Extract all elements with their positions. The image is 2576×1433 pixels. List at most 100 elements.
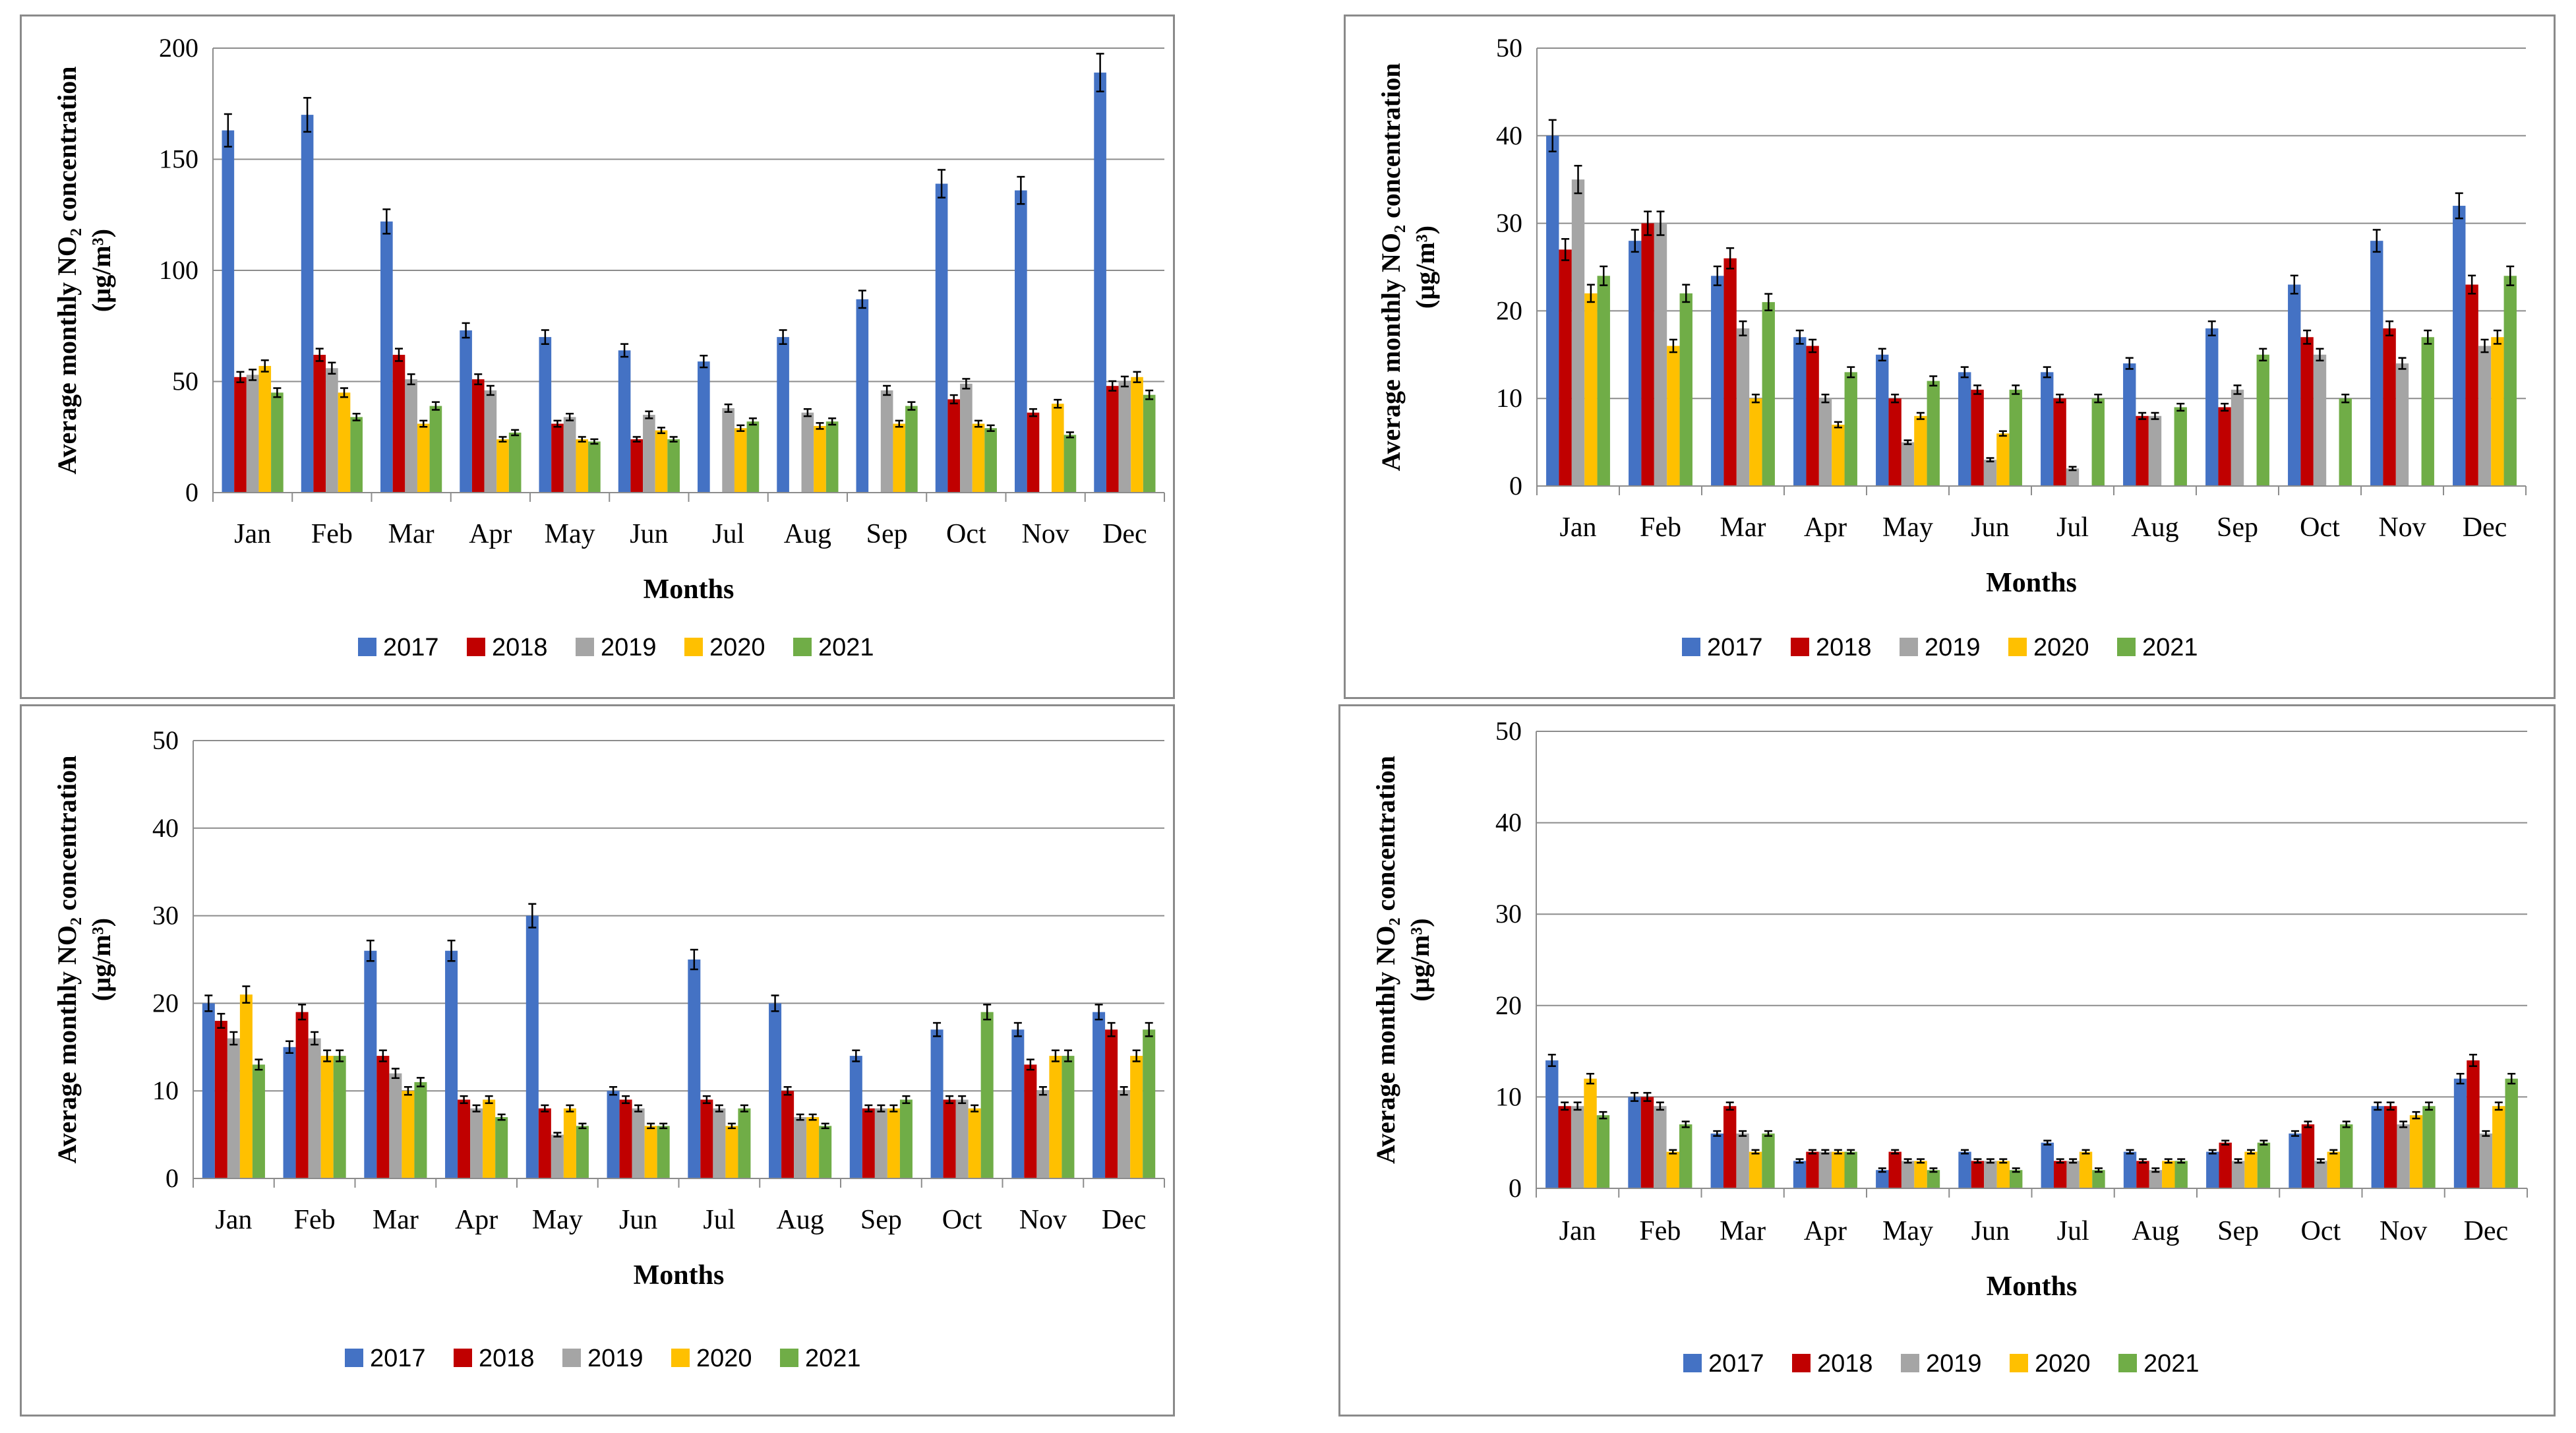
error-bar <box>1599 1111 1607 1120</box>
error-bar <box>1986 457 1994 463</box>
error-bar <box>2164 1158 2172 1164</box>
y-tick-label: 10 <box>1496 383 1522 413</box>
error-bar <box>2291 1130 2300 1137</box>
x-axis-title: Months <box>644 574 734 605</box>
error-bar <box>2138 1158 2147 1164</box>
bar-2021-aug <box>819 1126 832 1178</box>
bar-2020-oct <box>968 1108 981 1178</box>
bar-2019-jan <box>1571 179 1585 486</box>
error-bar <box>1998 430 2007 437</box>
error-bar <box>298 1004 307 1021</box>
bar-2017-mar <box>1710 1133 1724 1188</box>
error-bar <box>1656 210 1665 236</box>
bar-2020-nov <box>1049 1056 1062 1178</box>
x-tick-label: May <box>532 1205 583 1235</box>
bar-2018-apr <box>1806 1151 1819 1188</box>
error-bar <box>1795 329 1804 345</box>
legend-label-2018: 2018 <box>492 634 548 661</box>
bar-2020-jan <box>1584 293 1598 486</box>
bar-2019-oct <box>960 383 973 493</box>
error-bar <box>1751 1149 1760 1155</box>
error-bar <box>528 903 537 929</box>
bar-2020-feb <box>338 392 351 493</box>
x-tick-label: Aug <box>776 1205 824 1235</box>
error-bar <box>1960 366 1969 379</box>
bar-2018-sep <box>2219 1142 2232 1188</box>
error-bar <box>553 419 562 428</box>
bar-2020-jul <box>725 1126 738 1178</box>
y-tick-label: 20 <box>1495 991 1522 1020</box>
x-tick-label: Feb <box>1639 1216 1681 1246</box>
bar-2021-may <box>588 441 601 493</box>
error-bar <box>634 1104 643 1113</box>
bar-2017-apr <box>1793 1161 1807 1188</box>
legend-label-2017: 2017 <box>383 634 439 661</box>
error-bar <box>2482 1130 2490 1137</box>
error-bar <box>511 429 520 437</box>
bar-2019-jun <box>632 1108 645 1178</box>
bar-2020-jan <box>239 994 253 1178</box>
bar-2019-jan <box>1571 1106 1584 1188</box>
error-bar <box>1094 1004 1103 1021</box>
error-bar <box>1029 408 1037 417</box>
legend-label-2021: 2021 <box>805 1345 861 1372</box>
error-bar <box>1643 1091 1652 1102</box>
bar-2019-jul <box>722 408 734 493</box>
bar-2018-nov <box>2383 328 2396 486</box>
error-bar <box>1808 1149 1816 1155</box>
legend-swatch-2018 <box>1792 1354 1811 1372</box>
bar-2018-jan <box>234 377 247 493</box>
error-bar <box>647 1122 655 1130</box>
error-bar <box>864 1104 873 1113</box>
bar-2019-feb <box>308 1038 321 1178</box>
bar-2021-sep <box>905 406 918 493</box>
y-axis-unit: (µg/m³) <box>86 918 116 1001</box>
bar-2021-sep <box>2257 1142 2271 1188</box>
bar-2021-aug <box>2174 1161 2188 1188</box>
error-bar <box>498 436 507 443</box>
error-bar <box>700 354 708 369</box>
bar-2020-feb <box>320 1056 334 1178</box>
x-tick-label: Jul <box>703 1205 735 1235</box>
error-bar <box>1051 1049 1060 1062</box>
error-bar <box>1145 1021 1153 1037</box>
bar-2020-jun <box>1996 1161 2010 1188</box>
error-bar <box>447 939 456 962</box>
error-bar <box>1916 412 1925 420</box>
bar-2020-oct <box>972 423 985 493</box>
bar-2017-feb <box>301 115 314 493</box>
bar-2020-mar <box>417 423 430 493</box>
error-bar <box>2386 1101 2395 1111</box>
y-tick-label: 0 <box>1509 1173 1522 1203</box>
bar-2019-apr <box>470 1108 483 1178</box>
bar-2020-apr <box>1832 425 1845 486</box>
error-bar <box>1973 1158 1982 1164</box>
bar-2021-jul <box>746 421 760 493</box>
error-bar <box>1999 1158 2008 1164</box>
bar-2021-sep <box>2256 354 2269 486</box>
error-bar <box>1038 1085 1047 1096</box>
error-bar <box>1600 265 1608 286</box>
bar-2020-aug <box>2162 1161 2175 1188</box>
bar-2018-apr <box>471 379 485 493</box>
error-bar <box>2374 1101 2382 1111</box>
y-tick-label: 40 <box>152 813 179 843</box>
y-tick-label: 30 <box>1495 899 1522 929</box>
bar-2018-aug <box>2136 1161 2149 1188</box>
y-tick-label: 0 <box>1509 471 1522 501</box>
bar-2021-may <box>576 1126 589 1178</box>
chart-panel-bottom-left: 0 10 20 30 40 50 Jan Feb Mar Apr May Jun Jul Aug Sep Oc… <box>20 704 1175 1417</box>
bar-2018-dec <box>2465 284 2478 486</box>
bar-2017-jun <box>618 350 631 493</box>
error-bar <box>1120 375 1129 388</box>
error-bar <box>2455 192 2463 220</box>
error-bar <box>2043 1140 2052 1146</box>
error-bar <box>323 1049 332 1062</box>
error-bar <box>2208 1149 2217 1155</box>
error-bar <box>1847 366 1855 379</box>
error-bar <box>657 427 666 435</box>
bar-2019-apr <box>484 390 497 493</box>
bar-2017-jan <box>1545 1060 1559 1188</box>
error-bar <box>2260 1140 2268 1146</box>
bar-2017-jul <box>688 960 701 1178</box>
